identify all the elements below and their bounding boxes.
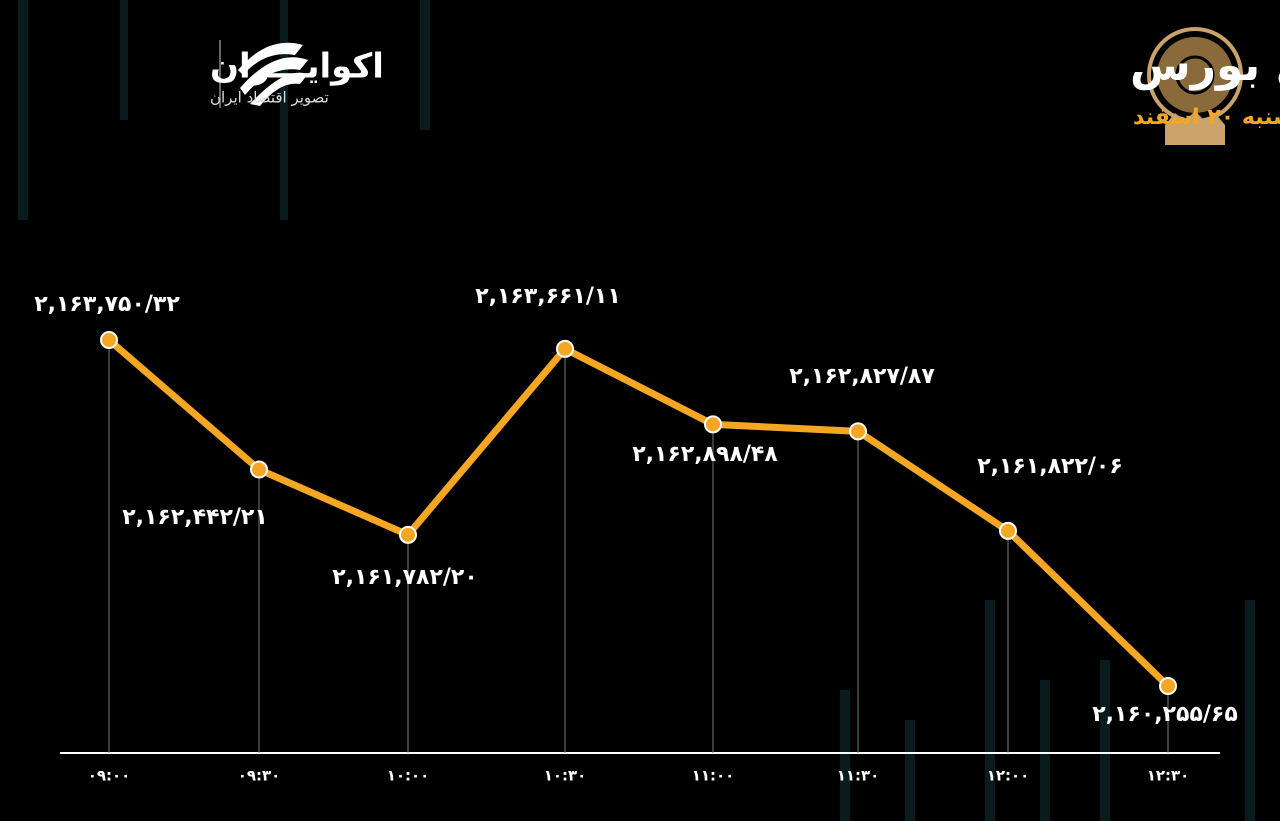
x-tick-label: ۱۲:۳۰: [1147, 767, 1190, 785]
data-label: ۲,۱۶۲,۸۹۸/۴۸: [632, 442, 778, 467]
x-tick-label: ۰۹:۳۰: [238, 767, 281, 785]
point: [250, 460, 268, 479]
point: [849, 422, 867, 441]
point: [100, 331, 118, 349]
brand-logo: [219, 40, 308, 108]
exchange-logo: [1147, 27, 1243, 145]
line: [106, 337, 1171, 689]
point: [1159, 677, 1177, 695]
background-candles: [18, 0, 1255, 821]
data-label: ۲,۱۶۲,۸۲۷/۸۷: [789, 364, 935, 389]
brand-name: اکوایـــران: [210, 47, 384, 87]
x-tick-label: ۱۰:۳۰: [544, 767, 587, 785]
data-label: ۲,۱۶۳,۶۶۱/۱۱: [475, 284, 621, 309]
brand-tagline: تصویر اقتصاد ایران: [210, 89, 329, 107]
x-tick-label: ۱۱:۳۰: [837, 767, 880, 785]
data-label: ۲,۱۶۰,۲۵۵/۶۵: [1092, 702, 1238, 727]
x-tick-label: ۱۰:۰۰: [387, 767, 430, 785]
chart-title: روند شاخص کل بورس: [1130, 40, 1280, 91]
point: [556, 339, 574, 358]
x-tick-label: ۱۲:۰۰: [987, 767, 1030, 785]
point: [399, 525, 417, 544]
data-label: ۲,۱۶۳,۷۵۰/۳۲: [34, 292, 180, 317]
chart-subtitle: یکشنبه ۲۰ اسفند: [1133, 105, 1280, 130]
point: [704, 415, 722, 434]
data-label: ۲,۱۶۱,۸۲۲/۰۶: [977, 454, 1123, 479]
data-label: ۲,۱۶۲,۴۴۲/۲۱: [122, 505, 268, 530]
x-tick-label: ۱۱:۰۰: [692, 767, 735, 785]
point: [999, 521, 1017, 540]
data-label: ۲,۱۶۱,۷۸۲/۲۰: [332, 565, 478, 590]
x-tick-label: ۰۹:۰۰: [88, 767, 131, 785]
